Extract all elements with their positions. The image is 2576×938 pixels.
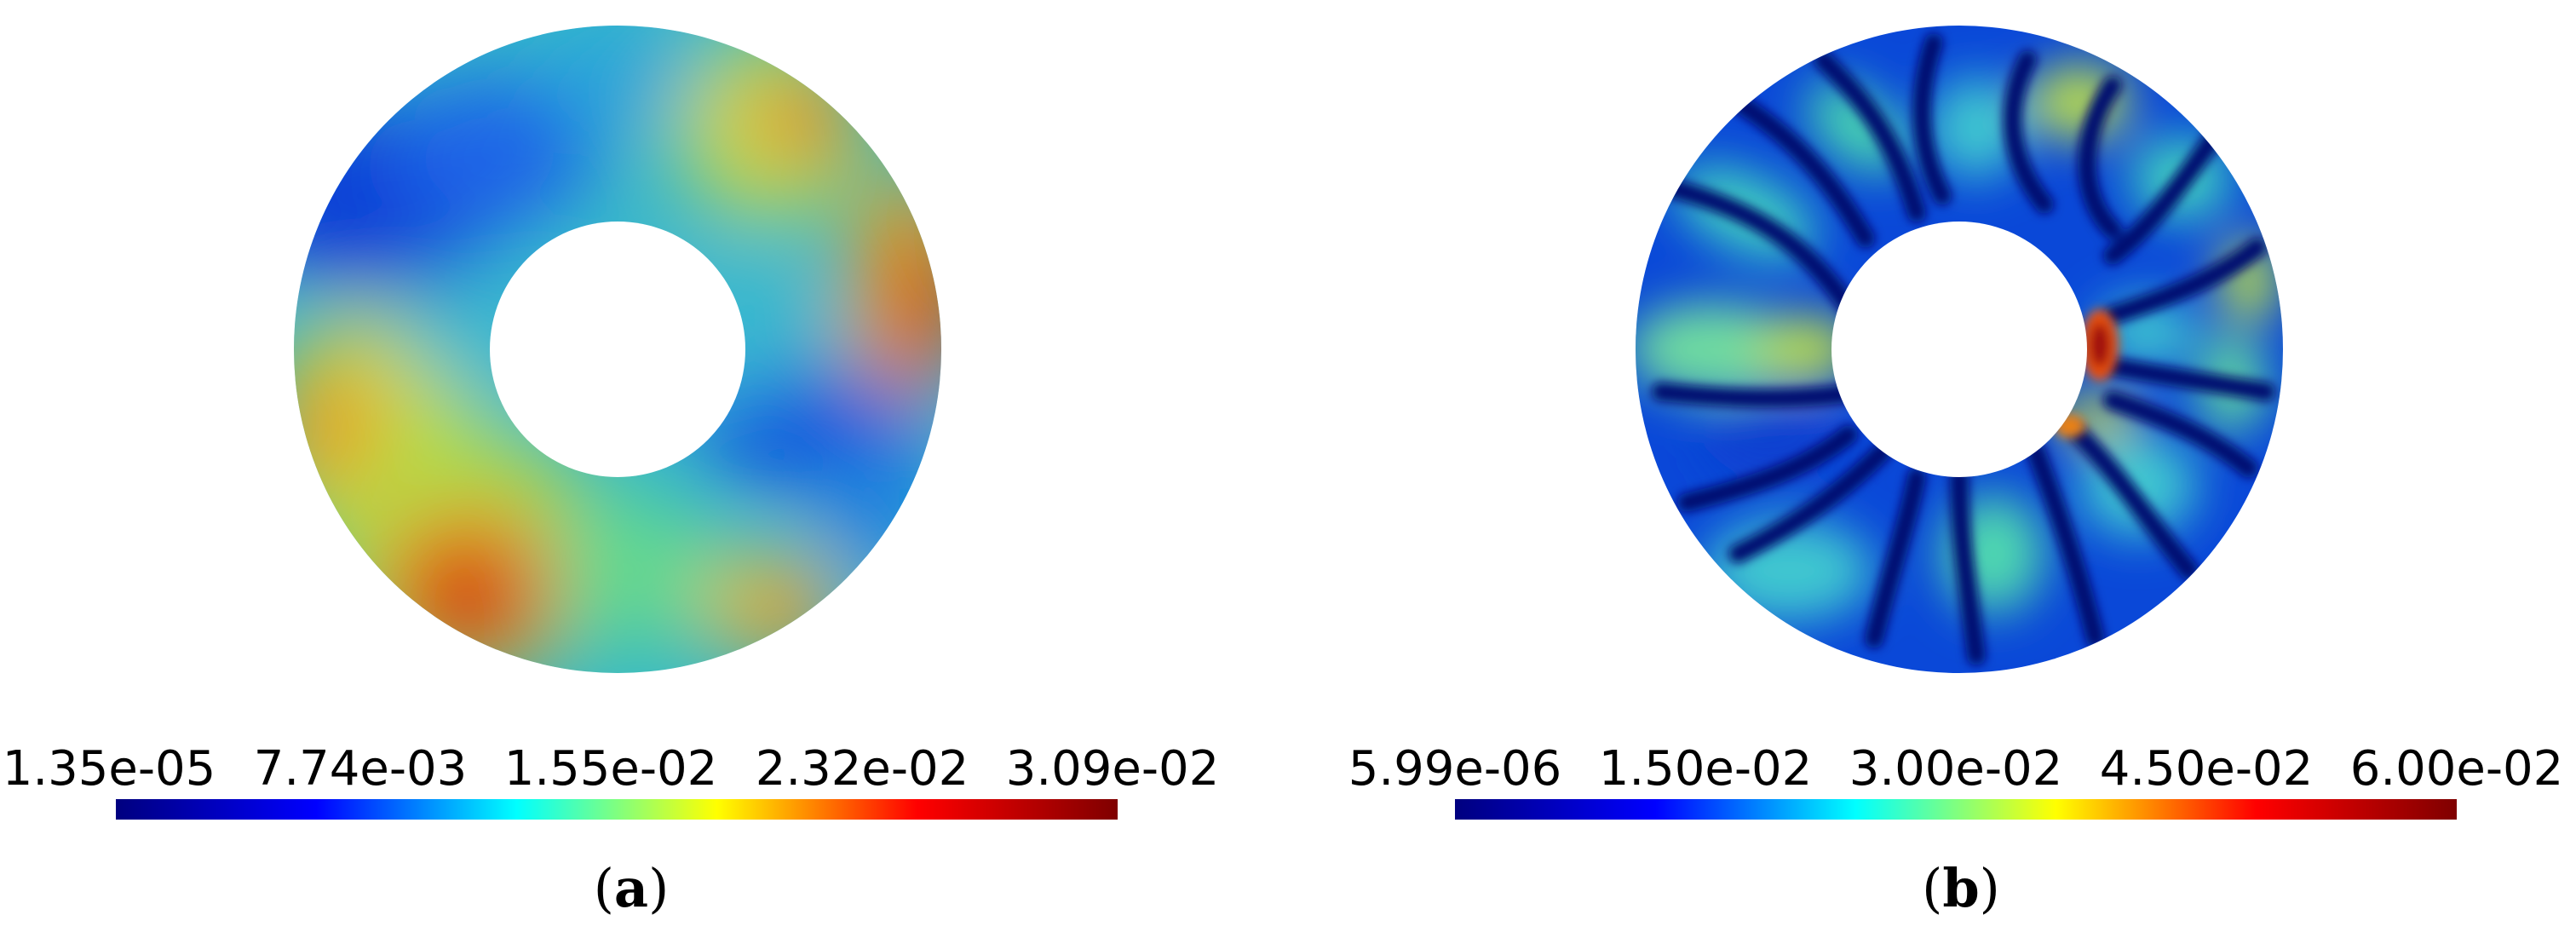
colorbar-b: [1455, 799, 2457, 820]
tick-label: 4.50e-02: [2099, 741, 2314, 797]
tick-label: 3.00e-02: [1849, 741, 2063, 797]
tick-label: 2.32e-02: [755, 741, 969, 797]
colorbar-ticks-b: 5.99e-06 1.50e-02 3.00e-02 4.50e-02 6.00…: [1288, 739, 2576, 799]
annulus-field-plot-a: [294, 26, 941, 673]
tick-label: 1.50e-02: [1598, 741, 1813, 797]
panel-b: 5.99e-06 1.50e-02 3.00e-02 4.50e-02 6.00…: [1288, 0, 2576, 938]
colorbar-a: [116, 799, 1118, 820]
annulus-inner-hole: [1831, 222, 2087, 477]
field-svg-a: [294, 26, 941, 673]
annulus-inner-hole: [490, 222, 745, 477]
annulus-field-plot-b: [1636, 26, 2283, 673]
tick-label: 6.00e-02: [2349, 741, 2564, 797]
panel-caption-a: (a): [593, 857, 670, 919]
panel-a: 1.35e-05 7.74e-03 1.55e-02 2.32e-02 3.09…: [0, 26, 1288, 919]
field-svg-b: [1636, 26, 2283, 673]
tick-label: 5.99e-06: [1348, 741, 1562, 797]
colorbar-ticks-a: 1.35e-05 7.74e-03 1.55e-02 2.32e-02 3.09…: [0, 739, 1288, 799]
panel-caption-b: (b): [1922, 857, 2000, 919]
tick-label: 3.09e-02: [1005, 741, 1220, 797]
tick-label: 7.74e-03: [253, 741, 468, 797]
tick-label: 1.55e-02: [503, 741, 718, 797]
tick-label: 1.35e-05: [2, 741, 216, 797]
